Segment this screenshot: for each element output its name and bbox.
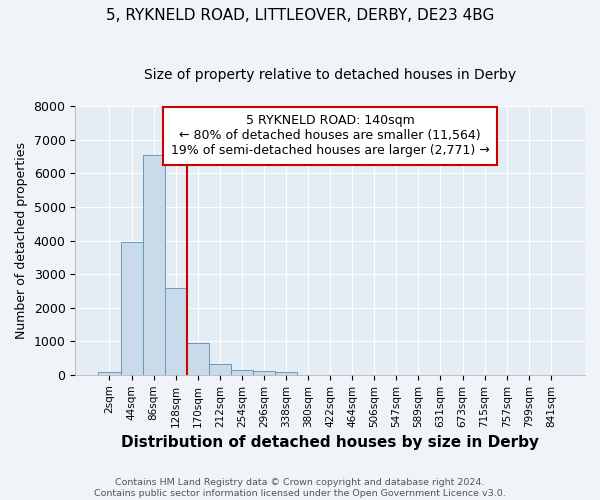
Text: Contains HM Land Registry data © Crown copyright and database right 2024.
Contai: Contains HM Land Registry data © Crown c… — [94, 478, 506, 498]
Bar — [253, 371, 275, 375]
Bar — [143, 155, 164, 375]
Bar — [164, 288, 187, 375]
Bar — [231, 370, 253, 375]
Title: Size of property relative to detached houses in Derby: Size of property relative to detached ho… — [144, 68, 516, 82]
Bar — [98, 372, 121, 375]
Text: 5 RYKNELD ROAD: 140sqm
← 80% of detached houses are smaller (11,564)
19% of semi: 5 RYKNELD ROAD: 140sqm ← 80% of detached… — [171, 114, 490, 158]
Bar — [187, 342, 209, 375]
Bar — [275, 372, 297, 375]
Bar — [121, 242, 143, 375]
Bar — [209, 364, 231, 375]
Y-axis label: Number of detached properties: Number of detached properties — [15, 142, 28, 339]
X-axis label: Distribution of detached houses by size in Derby: Distribution of detached houses by size … — [121, 435, 539, 450]
Text: 5, RYKNELD ROAD, LITTLEOVER, DERBY, DE23 4BG: 5, RYKNELD ROAD, LITTLEOVER, DERBY, DE23… — [106, 8, 494, 22]
